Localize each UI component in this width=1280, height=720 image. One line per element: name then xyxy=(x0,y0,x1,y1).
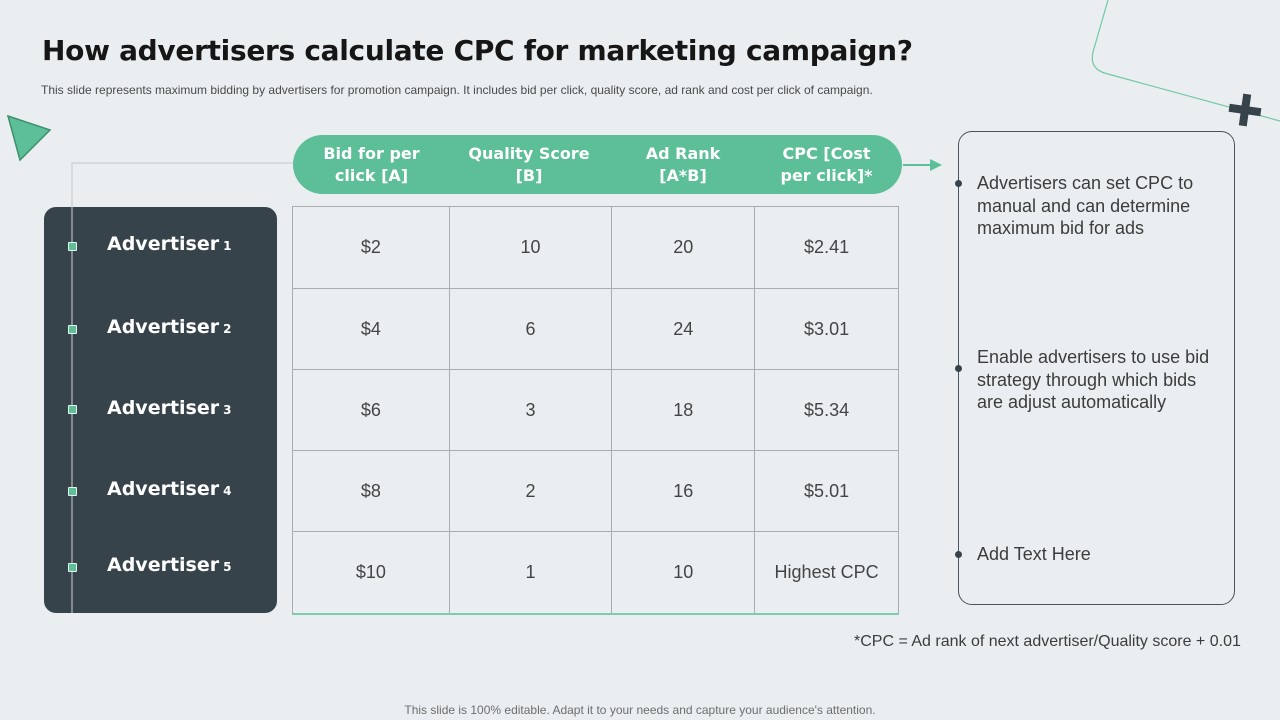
corner-line-decoration xyxy=(1091,0,1280,122)
header-bid-line2: click [A] xyxy=(334,165,409,185)
table-row: $6 3 18 $5.34 xyxy=(292,369,899,451)
bullet-2-icon xyxy=(955,365,962,372)
cpc-table: $2 10 20 $2.41 $4 6 24 $3.01 $6 3 18 $5.… xyxy=(292,206,899,615)
cell-quality-score: 2 xyxy=(448,450,613,532)
cpc-footnote: *CPC = Ad rank of next advertiser/Qualit… xyxy=(854,633,1241,650)
note-3: Add Text Here xyxy=(977,544,1091,564)
cell-ad-rank: 20 xyxy=(611,206,756,289)
cell-bid: $4 xyxy=(292,288,450,370)
advertiser-3-label: Advertiser 3 xyxy=(107,397,231,419)
cell-ad-rank: 16 xyxy=(611,450,756,532)
cell-cpc: Highest CPC xyxy=(754,531,899,615)
table-row: $8 2 16 $5.01 xyxy=(292,450,899,532)
cell-ad-rank: 24 xyxy=(611,288,756,370)
table-row: $4 6 24 $3.01 xyxy=(292,288,899,370)
cell-quality-score: 1 xyxy=(448,531,613,615)
advertiser-5-number: 5 xyxy=(223,560,232,574)
advertiser-3-number: 3 xyxy=(223,403,232,417)
advertiser-5-name: Advertiser xyxy=(107,554,220,576)
advertiser-5-marker xyxy=(68,563,77,572)
cell-quality-score: 3 xyxy=(448,369,613,451)
advertiser-2-label: Advertiser 2 xyxy=(107,316,231,338)
cell-bid: $6 xyxy=(292,369,450,451)
cell-cpc: $5.34 xyxy=(754,369,899,451)
header-adrank-line2: [A*B] xyxy=(659,165,707,185)
advertiser-1-name: Advertiser xyxy=(107,233,220,255)
header-quality-line2: [B] xyxy=(515,165,543,185)
header-adrank-line1: Ad Rank xyxy=(645,143,721,163)
page-title: How advertisers calculate CPC for market… xyxy=(42,34,913,67)
advertiser-1-number: 1 xyxy=(223,239,232,253)
arrow-right-icon xyxy=(930,159,942,171)
header-cpc-line2: per click]* xyxy=(780,165,873,185)
advertiser-3-name: Advertiser xyxy=(107,397,220,419)
cell-quality-score: 6 xyxy=(448,288,613,370)
cell-ad-rank: 18 xyxy=(611,369,756,451)
advertiser-2-number: 2 xyxy=(223,322,232,336)
advertiser-4-number: 4 xyxy=(223,484,232,498)
cell-cpc: $2.41 xyxy=(754,206,899,289)
advertiser-4-label: Advertiser 4 xyxy=(107,478,231,500)
cell-bid: $2 xyxy=(292,206,450,289)
page-subtitle: This slide represents maximum bidding by… xyxy=(41,83,873,97)
note-1: Advertisers can set CPC to manual and ca… xyxy=(977,173,1194,238)
advertiser-4-name: Advertiser xyxy=(107,478,220,500)
cell-ad-rank: 10 xyxy=(611,531,756,615)
advertiser-4-marker xyxy=(68,487,77,496)
cell-cpc: $3.01 xyxy=(754,288,899,370)
table-header: Bid for per click [A] Quality Score [B] Ad… xyxy=(293,135,902,194)
advertiser-3-marker xyxy=(68,405,77,414)
header-quality-score: Quality Score [B] xyxy=(450,135,608,194)
header-bid-per-click: Bid for per click [A] xyxy=(293,135,450,194)
note-2: Enable advertisers to use bid strategy t… xyxy=(977,347,1210,412)
plus-icon xyxy=(1228,93,1262,127)
header-ad-rank: Ad Rank [A*B] xyxy=(608,135,758,194)
slide-footer: This slide is 100% editable. Adapt it to… xyxy=(404,703,876,717)
header-bid-line1: Bid for per xyxy=(323,143,420,163)
advertiser-1-marker xyxy=(68,242,77,251)
cell-quality-score: 10 xyxy=(448,206,613,289)
triangle-decoration xyxy=(6,114,52,162)
header-quality-line1: Quality Score xyxy=(468,143,590,163)
advertiser-1-label: Advertiser 1 xyxy=(107,233,231,255)
header-cpc-line1: CPC [Cost xyxy=(782,143,871,163)
header-cpc: CPC [Cost per click]* xyxy=(758,135,895,194)
bullet-1-icon xyxy=(955,180,962,187)
table-row: $10 1 10 Highest CPC xyxy=(292,531,899,615)
cell-cpc: $5.01 xyxy=(754,450,899,532)
advertiser-5-label: Advertiser 5 xyxy=(107,554,231,576)
advertiser-2-name: Advertiser xyxy=(107,316,220,338)
table-row: $2 10 20 $2.41 xyxy=(292,206,899,289)
bullet-3-icon xyxy=(955,551,962,558)
advertiser-2-marker xyxy=(68,325,77,334)
advertiser-panel xyxy=(44,207,277,613)
cell-bid: $8 xyxy=(292,450,450,532)
cell-bid: $10 xyxy=(292,531,450,615)
